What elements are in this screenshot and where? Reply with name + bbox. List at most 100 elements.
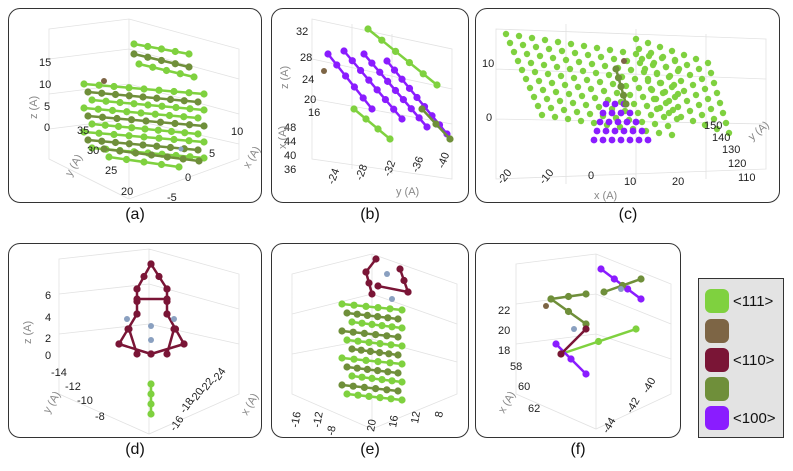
atom-point <box>141 125 149 133</box>
atom-point <box>686 71 694 79</box>
y-tick: 110 <box>738 172 756 184</box>
atom-point <box>398 378 406 386</box>
atom-point <box>660 113 668 121</box>
legend-item: <110> <box>705 348 774 372</box>
atom-point <box>725 129 733 137</box>
z-tick: 22 <box>498 305 510 317</box>
atom-point <box>594 337 603 346</box>
atom-point <box>553 63 561 71</box>
atom-point <box>617 109 625 117</box>
y-tick: 30 <box>87 145 99 157</box>
atom-point <box>647 111 655 119</box>
atom-point <box>163 295 171 303</box>
atom-point <box>389 296 395 302</box>
atom-point <box>671 57 679 65</box>
legend-swatch <box>705 406 729 430</box>
atom-point <box>668 83 676 91</box>
atom-point <box>569 99 577 107</box>
atom-point <box>600 87 608 95</box>
atom-point <box>540 61 548 69</box>
legend-label: <100> <box>733 409 776 427</box>
atom-point <box>365 338 373 346</box>
atom-point <box>162 66 171 75</box>
atom-point <box>333 61 341 69</box>
atom-point <box>376 349 384 357</box>
atom-point <box>433 81 441 89</box>
atom-point <box>571 49 579 57</box>
atom-point <box>535 77 543 85</box>
z-tick: 20 <box>304 94 316 106</box>
atom-point <box>650 95 658 103</box>
atom-point <box>527 59 535 67</box>
atom-point <box>171 60 179 68</box>
caption-e: (e) <box>360 441 380 458</box>
atom-point <box>530 93 538 101</box>
atom-point <box>116 147 124 155</box>
y-tick: -40 <box>436 151 453 170</box>
atom-point <box>148 337 154 343</box>
atom-point <box>622 100 630 108</box>
atom-point <box>600 288 608 296</box>
z-tick: 24 <box>302 74 314 86</box>
atom-point <box>571 326 577 332</box>
atom-point <box>602 127 610 135</box>
atom-point <box>522 75 530 83</box>
atom-point <box>557 350 565 358</box>
atom-point <box>115 340 123 348</box>
atom-point <box>147 260 155 268</box>
atom-point <box>194 146 202 154</box>
atom-point <box>376 340 384 348</box>
y-tick: -8 <box>95 411 105 423</box>
atom-point <box>124 316 130 322</box>
x-axis-label: x (A) <box>241 144 262 170</box>
atom-point <box>378 322 386 330</box>
atom-point <box>170 87 178 96</box>
panel-b-plot: 32 28 24 20 16 z (A) 48 44 40 36 x (A) -… <box>277 18 454 198</box>
atom-point <box>181 129 189 137</box>
atom-point <box>362 115 370 123</box>
atom-point <box>653 69 661 77</box>
z-tick: 10 <box>39 79 51 91</box>
atom-point <box>518 66 526 74</box>
atom-point <box>151 110 159 118</box>
y-tick: 150 <box>704 120 722 132</box>
atom-point <box>385 350 393 358</box>
atom-point <box>719 109 727 117</box>
y-tick: -28 <box>354 163 371 182</box>
atom-point <box>343 336 351 344</box>
atom-point <box>125 132 133 140</box>
x-tick: 44 <box>284 136 296 148</box>
atom-point <box>635 136 643 144</box>
x-tick: 10 <box>231 126 243 138</box>
atom-point <box>376 68 384 76</box>
atom-point <box>394 333 402 341</box>
atom-point <box>644 75 652 83</box>
atom-point <box>122 155 131 164</box>
atom-point <box>545 45 553 53</box>
atom-point <box>365 76 373 84</box>
atom-point <box>350 105 358 113</box>
atom-point <box>575 58 583 66</box>
atom-point <box>166 143 175 152</box>
atom-point <box>391 86 400 95</box>
atom-point <box>567 40 575 48</box>
atom-point <box>178 146 184 152</box>
atom-point <box>125 92 133 100</box>
atom-point <box>689 81 697 89</box>
atom-point <box>637 275 645 283</box>
atom-point <box>612 65 620 73</box>
atom-point <box>584 51 592 59</box>
atom-point <box>125 325 133 333</box>
atom-point <box>586 110 594 118</box>
atom-point <box>582 290 590 298</box>
x-tick: 5 <box>209 148 215 160</box>
atom-point <box>407 105 415 113</box>
atom-point <box>147 390 155 398</box>
atom-point <box>683 97 691 105</box>
atom-point <box>664 122 672 130</box>
atom-point <box>116 98 124 107</box>
atom-point <box>144 53 152 61</box>
atom-point <box>142 117 150 125</box>
legend-item <box>705 319 733 343</box>
atom-point <box>185 121 194 129</box>
